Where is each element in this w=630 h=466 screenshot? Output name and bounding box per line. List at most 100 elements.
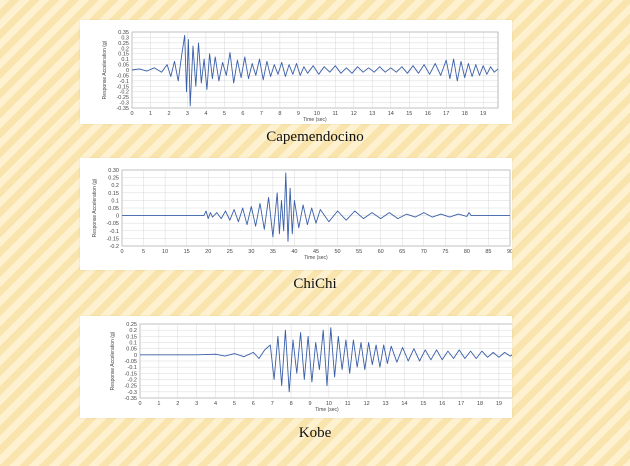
x-tick-label: 6 [241,111,244,117]
x-tick-label: 12 [351,111,357,117]
y-tick-label: -0.1 [120,79,129,85]
y-tick-label: 0.25 [108,176,119,182]
y-tick-label: -0.35 [124,396,137,402]
x-tick-label: 40 [291,249,297,255]
x-tick-label: 7 [271,401,274,407]
y-tick-label: -0.05 [106,221,119,227]
y-tick-label: 0.3 [121,35,129,41]
y-tick-label: -0.1 [110,229,119,235]
y-tick-label: 0 [116,214,119,220]
acceleration-trace [131,34,499,107]
y-axis-label: Response Acceleration (g) [102,40,108,99]
capemendocino-caption: Capemendocino [266,129,364,145]
kobe-caption: Kobe [298,425,332,441]
y-tick-label: -0.3 [120,101,129,107]
y-tick-label: 0.2 [121,46,129,52]
x-axis-label: Time (sec) [303,117,327,123]
y-tick-label: -0.15 [124,371,137,377]
x-tick-label: 45 [313,249,319,255]
x-tick-label: 13 [369,111,375,117]
y-axis-label: Response Acceleration (g) [92,178,98,237]
y-tick-label: 0 [134,353,137,359]
y-tick-label: -0.25 [116,95,129,101]
y-tick-label: 0.05 [126,347,137,353]
x-tick-label: 14 [401,401,407,407]
x-tick-label: 19 [480,111,486,117]
y-tick-label: -0.05 [116,73,129,79]
y-tick-label: -0.2 [128,378,137,384]
x-tick-label: 3 [195,401,198,407]
x-tick-label: 17 [458,401,464,407]
y-tick-label: 0.35 [118,30,129,36]
acceleration-trace [122,172,510,242]
x-tick-label: 2 [167,111,170,117]
y-tick-label: -0.2 [120,90,129,96]
y-tick-label: -0.35 [116,106,129,112]
capemendocino-chart-panel: 0.35 0.3 0.25 0.2 0.15 0.1 0.05 0 -0.05 -0.1 -0.15… [80,20,512,124]
x-tick-label: 8 [278,111,281,117]
y-tick-label: 0.05 [118,63,129,69]
x-tick-label: 8 [290,401,293,407]
x-tick-label: 50 [334,249,340,255]
x-axis-label: Time (sec) [315,407,339,413]
x-tick-label: 5 [223,111,226,117]
y-tick-label: 0.25 [118,41,129,47]
y-tick-label: 0.15 [118,52,129,58]
y-tick-label: 0.25 [126,322,137,328]
y-tick-label: -0.3 [128,390,137,396]
x-tick-label: 0 [130,111,133,117]
chichi-chart: 0.300.250.20.150.10.050-0.05-0.1-0.15-0.… [92,168,512,261]
x-tick-label: 16 [439,401,445,407]
y-tick-label: -0.15 [116,84,129,90]
x-tick-label: 18 [477,401,483,407]
y-tick-label: 0.30 [108,168,119,174]
x-tick-label: 10 [314,111,320,117]
y-tick-label: 0.1 [129,341,137,347]
x-tick-label: 90 [507,249,512,255]
x-tick-label: 10 [162,249,168,255]
x-axis-label: Time (sec) [304,255,328,261]
chichi-caption: ChiChi [293,276,337,292]
y-axis-label: Response Acceleration (g) [110,331,116,390]
x-tick-label: 18 [462,111,468,117]
x-tick-label: 3 [186,111,189,117]
acceleration-trace [140,327,512,393]
x-tick-label: 15 [184,249,190,255]
x-tick-label: 14 [388,111,394,117]
x-tick-label: 0 [120,249,123,255]
x-tick-label: 80 [464,249,470,255]
kobe-chart: 0.250.20.150.10.050-0.05-0.1-0.15-0.2-0.… [110,322,512,413]
y-tick-label: 0.1 [111,198,119,204]
x-tick-label: 0 [138,401,141,407]
x-tick-label: 85 [485,249,491,255]
y-tick-label: -0.25 [124,384,137,390]
x-tick-label: 11 [332,111,338,117]
y-tick-label: -0.15 [106,236,119,242]
x-tick-label: 15 [406,111,412,117]
x-tick-label: 5 [233,401,236,407]
x-tick-label: 1 [157,401,160,407]
x-tick-label: 4 [204,111,207,117]
x-tick-label: 25 [227,249,233,255]
chichi-chart-panel: 0.30 0.25 0.2 0.15 0.1 0.05 0 -0.05 -0.1 -0.15 -0.… [80,158,512,270]
x-tick-label: 13 [382,401,388,407]
x-tick-label: 15 [420,401,426,407]
x-tick-label: 2 [176,401,179,407]
x-tick-label: 35 [270,249,276,255]
x-tick-label: 1 [149,111,152,117]
x-tick-label: 6 [252,401,255,407]
x-tick-label: 55 [356,249,362,255]
y-tick-label: 0.2 [111,183,119,189]
x-tick-label: 4 [214,401,217,407]
x-tick-label: 5 [142,249,145,255]
x-tick-label: 9 [297,111,300,117]
y-tick-label: -0.05 [124,359,137,365]
x-tick-label: 19 [496,401,502,407]
x-tick-label: 7 [260,111,263,117]
x-tick-label: 30 [248,249,254,255]
y-tick-label: 0.2 [129,328,137,334]
kobe-chart-panel: 0.25 0.2 0.15 0.1 0.05 0 -0.05 -0.1 -0.15 -0.2 -0.… [80,316,512,418]
x-tick-label: 20 [205,249,211,255]
y-tick-label: 0.05 [108,206,119,212]
capemendocino-chart: 0.350.30.250.20.150.10.050-0.05-0.1-0.15… [102,30,499,123]
